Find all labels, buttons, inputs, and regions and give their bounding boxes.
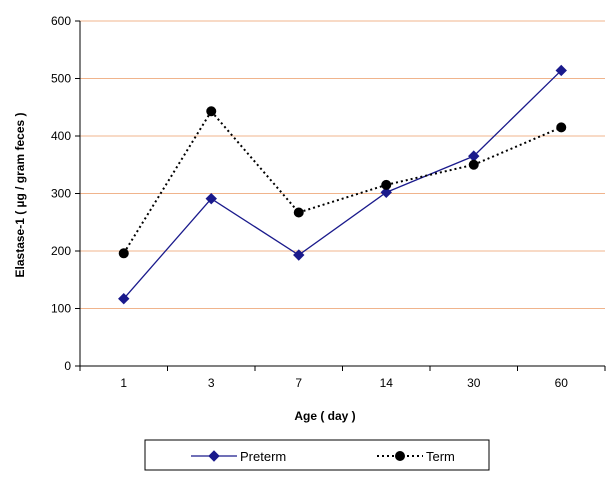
series-lines xyxy=(122,69,562,300)
y-tick-label: 400 xyxy=(51,129,71,143)
series-segment-term xyxy=(210,110,300,214)
data-point-preterm xyxy=(205,192,217,205)
series-segment-preterm xyxy=(298,191,387,256)
data-point-preterm xyxy=(293,249,305,261)
x-tick-label: 60 xyxy=(555,376,569,390)
data-point-preterm xyxy=(118,293,130,305)
legend: Preterm Term xyxy=(144,439,490,471)
data-point-term xyxy=(206,106,217,117)
series-segment-preterm xyxy=(473,69,562,157)
data-point-term xyxy=(556,122,567,133)
series-segment-preterm xyxy=(123,198,212,300)
y-tick-label: 100 xyxy=(51,302,71,316)
y-tick-label: 200 xyxy=(51,244,71,258)
tick-labels: 0 100 200 300 400 500 600 1 3 7 14 30 60 xyxy=(51,14,568,390)
data-point-term xyxy=(118,248,129,259)
axes xyxy=(75,20,606,371)
legend-label-term: Term xyxy=(426,449,455,464)
legend-marker-term xyxy=(395,451,405,461)
legend-box xyxy=(144,439,490,471)
series-segment-term xyxy=(298,183,387,214)
data-point-term xyxy=(381,179,392,190)
y-axis-title: Elastase-1 ( µg / gram feces ) xyxy=(13,113,27,278)
data-point-preterm xyxy=(380,186,392,199)
series-segment-term xyxy=(122,110,213,254)
legend-marker-preterm xyxy=(208,450,220,462)
x-tick-label: 1 xyxy=(120,376,127,390)
series-markers xyxy=(118,64,567,305)
data-point-term xyxy=(293,207,304,218)
x-axis-title: Age ( day ) xyxy=(294,409,355,423)
y-tick-label: 0 xyxy=(64,359,71,373)
x-tick-label: 7 xyxy=(295,376,302,390)
y-tick-label: 500 xyxy=(51,72,71,86)
y-tick-label: 300 xyxy=(51,187,71,201)
legend-label-preterm: Preterm xyxy=(240,449,286,464)
data-point-preterm xyxy=(555,64,567,77)
gridlines xyxy=(80,20,605,309)
series-segment-preterm xyxy=(210,198,300,256)
legend-marker-point xyxy=(395,451,405,461)
y-tick-label: 600 xyxy=(51,14,71,28)
legend-marker-point xyxy=(208,450,220,462)
x-tick-label: 30 xyxy=(467,376,481,390)
x-tick-label: 14 xyxy=(380,376,394,390)
data-point-term xyxy=(468,159,479,170)
series-segment-term xyxy=(473,126,562,166)
x-tick-label: 3 xyxy=(208,376,215,390)
